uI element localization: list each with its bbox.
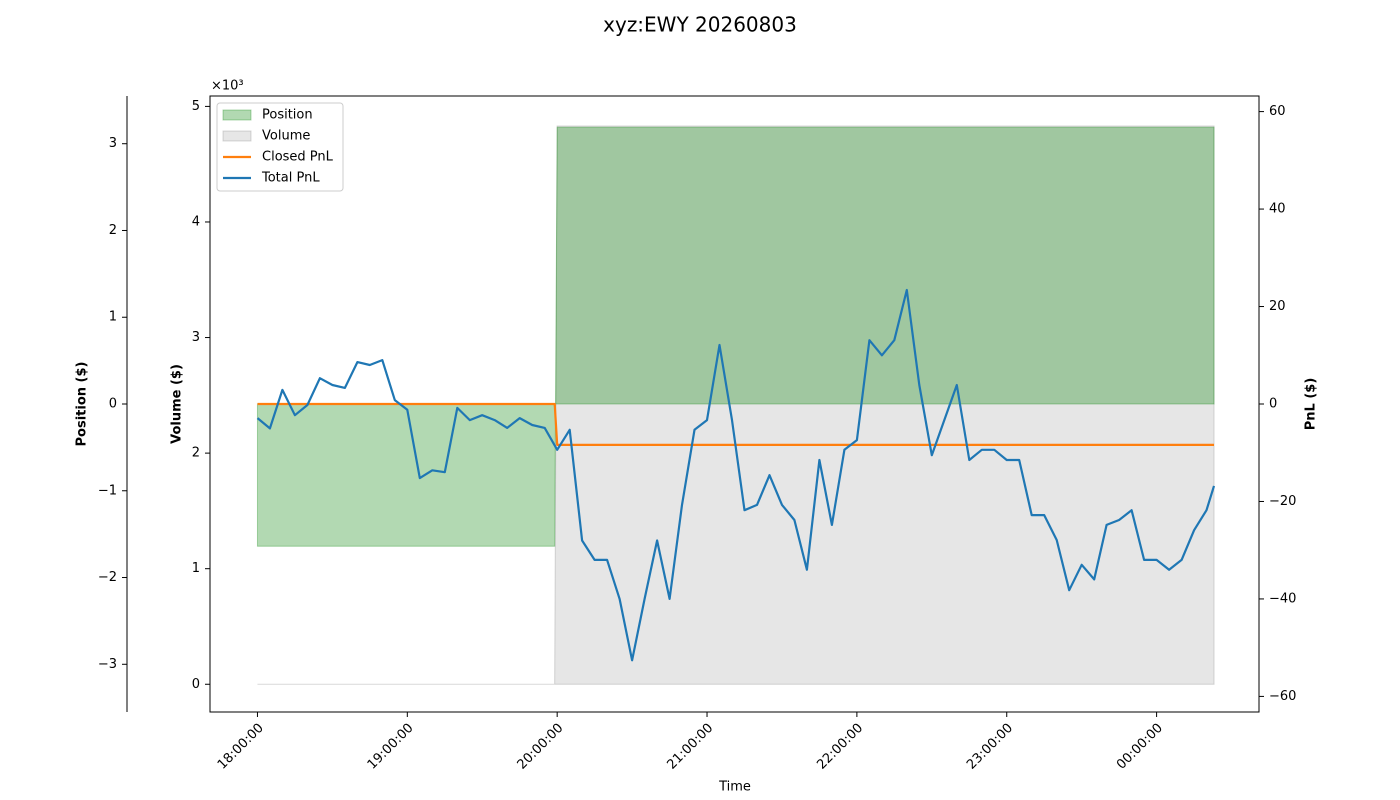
y-tick-label: 3	[192, 330, 200, 345]
y-tick-label: 60	[1269, 104, 1286, 119]
y-tick-label: −60	[1269, 689, 1296, 704]
y-axis-label: Position ($)	[75, 362, 90, 447]
y-tick-label: 2	[192, 446, 200, 461]
y-tick-label: 1	[192, 561, 200, 576]
legend-label: Closed PnL	[262, 150, 334, 165]
y-tick-label: −2	[98, 570, 117, 585]
y-tick-label: −1	[98, 483, 117, 498]
x-tick-label: 00:00:00	[1114, 721, 1166, 773]
x-tick-label: 20:00:00	[515, 721, 567, 773]
legend-label: Total PnL	[261, 171, 320, 186]
offset-label: ×10³	[211, 79, 244, 94]
y-tick-label: 0	[192, 677, 200, 692]
y-tick-label: 2	[109, 223, 117, 238]
x-tick-label: 21:00:00	[664, 721, 716, 773]
legend-swatch	[222, 109, 252, 121]
y-tick-label: 3	[109, 136, 117, 151]
chart-title: xyz:EWY 20260803	[603, 13, 797, 37]
x-axis-label: Time	[718, 780, 751, 795]
y-tick-label: −20	[1269, 494, 1296, 509]
y-tick-label: 40	[1269, 202, 1286, 217]
y-tick-label: 4	[192, 214, 200, 229]
line	[256, 288, 1216, 662]
legend-label: Volume	[262, 129, 310, 144]
x-tick-label: 22:00:00	[814, 721, 866, 773]
legend-box	[216, 102, 344, 192]
y-axis-label: PnL ($)	[1304, 378, 1319, 431]
legend-label: Position	[262, 108, 313, 123]
legend: Position Volume Closed PnL Total PnL	[216, 102, 344, 192]
y-tick-label: 20	[1269, 299, 1286, 314]
area	[256, 126, 1215, 547]
y-tick-label: 5	[192, 99, 200, 114]
y-tick-label: 0	[109, 397, 117, 412]
y-axis-label: Volume ($)	[170, 364, 185, 444]
y-tick-label: −40	[1269, 591, 1296, 606]
legend-swatch	[222, 130, 252, 142]
line	[257, 402, 1214, 446]
area	[257, 125, 1215, 685]
x-tick-label: 23:00:00	[964, 721, 1016, 773]
y-tick-label: −3	[98, 657, 117, 672]
x-tick-label: 18:00:00	[215, 721, 267, 773]
y-tick-label: 0	[1269, 397, 1277, 412]
x-tick-label: 19:00:00	[365, 721, 417, 773]
y-tick-label: 1	[109, 310, 117, 325]
